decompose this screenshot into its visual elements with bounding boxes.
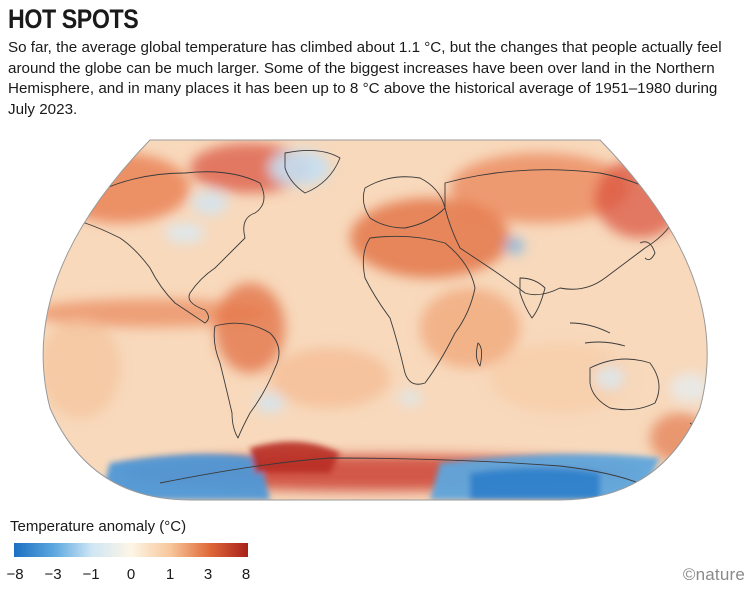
coast-india — [519, 277, 546, 319]
coast-africa — [362, 235, 476, 385]
coast-south-america — [213, 322, 280, 439]
coast-north-america — [69, 171, 265, 324]
legend-tick-minus3: −3 — [44, 566, 62, 583]
legend-tick-minus1: −1 — [82, 566, 100, 583]
map-svg — [42, 139, 708, 501]
coast-japan — [639, 241, 656, 261]
coast-europe — [362, 176, 446, 229]
antarctic-anomaly — [100, 441, 660, 500]
figure-title: HOT SPOTS — [8, 4, 139, 34]
coast-antarctica — [159, 457, 651, 489]
anomaly-field — [43, 140, 708, 500]
legend-title: Temperature anomaly (°C) — [10, 518, 187, 535]
coastlines — [69, 149, 696, 489]
nature-credit: ©nature — [682, 565, 745, 584]
legend-color-bar — [14, 543, 248, 557]
figure-subtitle: So far, the average global temperature h… — [8, 39, 722, 118]
legend-tick-8: 8 — [241, 566, 251, 583]
legend-tick-minus8: −8 — [6, 566, 24, 583]
coast-madagascar — [475, 342, 483, 367]
coast-asia — [444, 169, 681, 296]
legend-tick-1: 1 — [165, 566, 175, 583]
coast-greenland — [284, 149, 341, 194]
world-map — [0, 128, 751, 508]
coast-australia — [589, 358, 660, 411]
coast-indonesia — [569, 322, 626, 347]
legend-tick-0: 0 — [126, 566, 136, 583]
globe-outline — [42, 139, 708, 501]
legend-tick-3: 3 — [203, 566, 213, 583]
